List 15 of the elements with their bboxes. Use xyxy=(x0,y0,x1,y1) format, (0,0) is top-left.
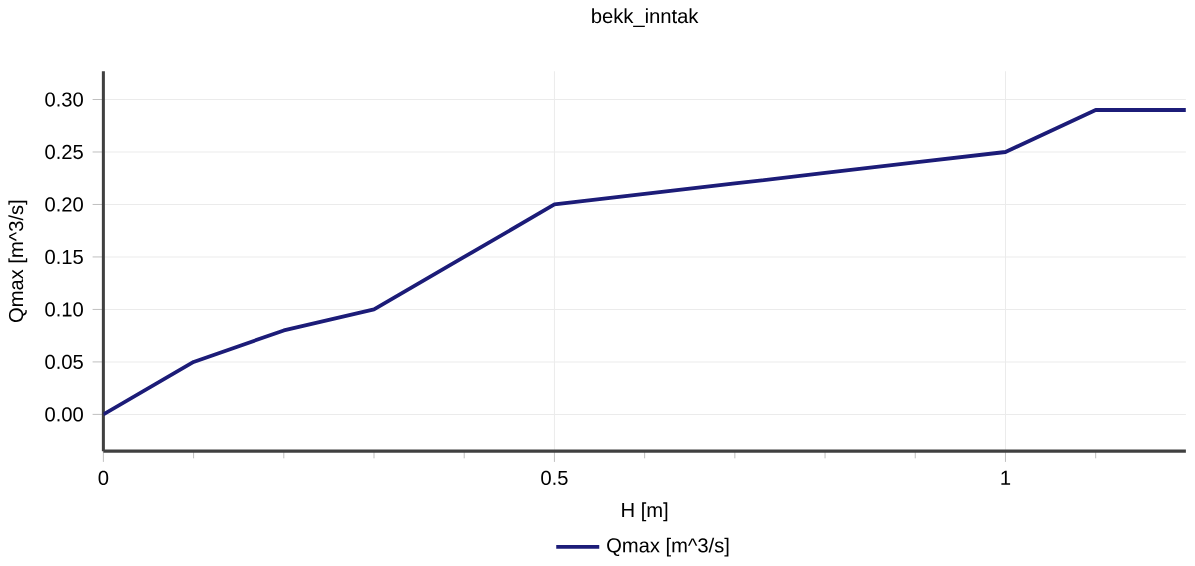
y-tick-label: 0.15 xyxy=(45,249,83,265)
y-tick-label: 0.10 xyxy=(45,302,83,317)
y-tick-label: 0.30 xyxy=(45,92,83,107)
x-tick-label: 1 xyxy=(1001,470,1011,485)
y-tick-label: 0.00 xyxy=(45,407,83,422)
x-tick-label: 0.5 xyxy=(541,470,568,485)
y-tick-label: 0.20 xyxy=(45,197,83,212)
legend-label: Qmax [m^3/s] xyxy=(607,537,729,557)
x-tick-label: 0 xyxy=(98,470,109,485)
line-series xyxy=(103,108,1186,417)
y-axis-title: Qmax [m^3/s] xyxy=(8,200,28,322)
y-tick-label: 0.25 xyxy=(45,144,83,160)
x-axis-title: H [m] xyxy=(622,502,668,522)
chart-title: bekk_inntak xyxy=(592,8,699,27)
y-tick-label: 0.05 xyxy=(45,354,83,369)
